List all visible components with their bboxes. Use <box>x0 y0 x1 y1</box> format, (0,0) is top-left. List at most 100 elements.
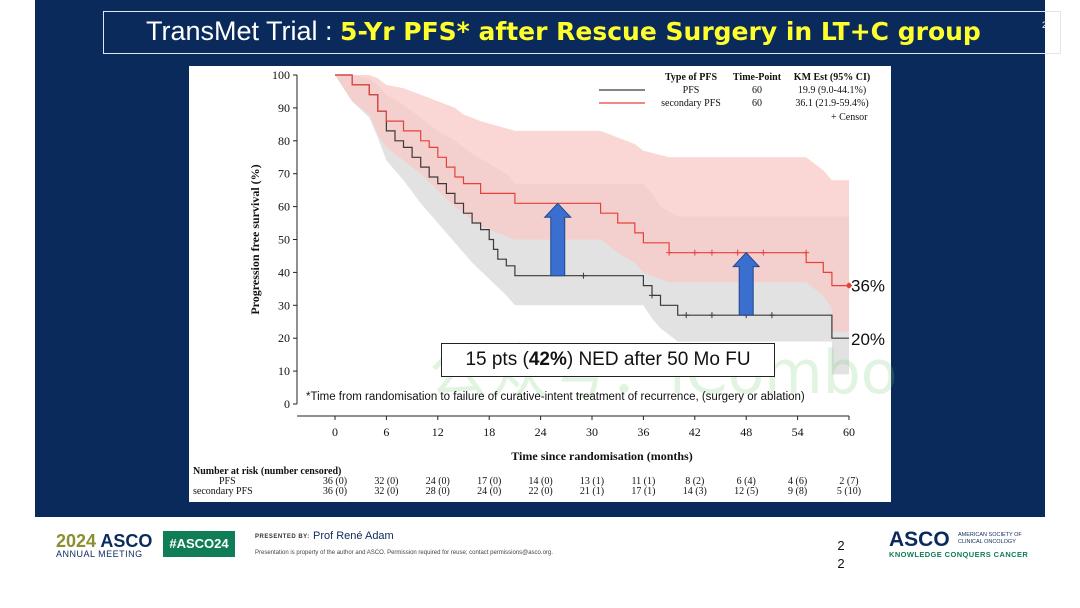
meeting-logo: 2024 ASCO <box>56 531 152 552</box>
secondary-pfs-end-label: 36% <box>851 277 885 296</box>
legend-time-point: 60 <box>752 85 762 96</box>
up-arrow-icon <box>732 251 761 316</box>
society-name: AMERICAN SOCIETY OF CLINICAL ONCOLOGY <box>958 532 1022 545</box>
hashtag-badge: #ASCO24 <box>163 531 235 557</box>
x-tick-label: 36 <box>637 425 649 439</box>
km-chart: 0 10 20 30 40 50 60 70 80 90 100 0 6 12 18 24 30 36 42 48 54… <box>193 68 885 497</box>
risk-table-header: Number at risk (number censored) <box>193 466 341 477</box>
risk-value: 8 (2) <box>685 476 704 487</box>
secondary-pfs-censor-mark <box>760 249 767 256</box>
risk-value: 28 (0) <box>426 486 450 497</box>
footnote: *Time from randomisation to failure of c… <box>306 391 805 403</box>
risk-value: 22 (0) <box>529 486 553 497</box>
asco-logo: ASCO <box>889 528 950 551</box>
x-tick-label: 42 <box>689 425 701 439</box>
risk-value: 6 (4) <box>737 476 756 487</box>
y-tick-label: 0 <box>284 397 290 411</box>
km-chart-panel: 0 10 20 30 40 50 60 70 80 90 100 0 6 12 18 24 30 36 42 48 54… <box>189 66 898 502</box>
risk-value: 13 (1) <box>580 476 604 487</box>
x-tick-label: 18 <box>483 425 495 439</box>
slide-number-top: 22 <box>1041 20 1052 30</box>
x-tick-label: 48 <box>740 425 752 439</box>
y-tick-label: 20 <box>278 331 290 345</box>
ned-text-post: ) NED after 50 Mo FU <box>566 349 751 370</box>
y-tick-label: 30 <box>278 298 290 312</box>
title-prefix: TransMet Trial : <box>146 16 341 46</box>
risk-value: 2 (7) <box>839 476 858 487</box>
risk-value: 36 (0) <box>323 476 347 487</box>
y-tick-label: 40 <box>278 265 290 279</box>
slide-number-footer: 22 <box>837 538 845 571</box>
y-axis-label: Progression free survival (%) <box>248 164 262 314</box>
y-tick-label: 50 <box>278 233 290 247</box>
pfs-censor-mark <box>683 312 690 319</box>
ned-text-pre: 15 pts ( <box>465 349 529 370</box>
legend-header-est: KM Est (95% CI) <box>794 72 870 83</box>
asco-tagline: KNOWLEDGE CONQUERS CANCER <box>889 550 1029 559</box>
x-tick-label: 0 <box>332 425 338 439</box>
footer: 2024 ASCO ANNUAL MEETING #ASCO24 PRESENT… <box>0 517 1080 608</box>
y-tick-label: 10 <box>278 364 290 378</box>
pfs-censor-mark <box>648 292 655 299</box>
meeting-year: 2024 <box>56 531 97 551</box>
up-arrow-icon <box>543 202 572 277</box>
slide-title: TransMet Trial : 5-Yr PFS* after Rescue … <box>146 16 981 47</box>
risk-value: 32 (0) <box>374 476 398 487</box>
x-tick-label: 12 <box>432 425 444 439</box>
ned-percent: 42% <box>528 349 567 370</box>
risk-value: 17 (0) <box>477 476 501 487</box>
x-axis-label: Time since randomisation (months) <box>511 449 692 463</box>
x-tick-label: 30 <box>586 425 598 439</box>
x-tick-label: 54 <box>792 425 804 439</box>
risk-row-label: secondary PFS <box>193 486 253 497</box>
legend-km-est: 19.9 (9.0-44.1%) <box>798 85 866 96</box>
legend-type: secondary PFS <box>661 98 721 109</box>
secondary-pfs-censor-mark <box>734 249 741 256</box>
secondary-pfs-censor-mark <box>803 249 810 256</box>
secondary-pfs-end-dot <box>846 283 852 289</box>
pfs-line <box>335 74 849 339</box>
risk-value: 5 (10) <box>837 486 861 497</box>
risk-value: 11 (1) <box>632 476 656 487</box>
pfs-end-label: 20% <box>851 330 885 349</box>
risk-value: 21 (1) <box>580 486 604 497</box>
risk-value: 4 (6) <box>788 476 807 487</box>
pfs-censor-mark <box>708 312 715 319</box>
x-tick-label: 24 <box>535 425 547 439</box>
legend-censor: + Censor <box>831 112 868 123</box>
risk-value: 17 (1) <box>631 486 655 497</box>
risk-value: 9 (8) <box>788 486 807 497</box>
y-tick-label: 90 <box>278 101 290 115</box>
risk-value: 14 (0) <box>529 476 553 487</box>
risk-value: 14 (3) <box>683 486 707 497</box>
risk-row-label: PFS <box>219 476 236 487</box>
secondary-pfs-censor-mark <box>691 249 698 256</box>
y-tick-label: 60 <box>278 200 290 214</box>
pfs-censor-mark <box>768 312 775 319</box>
y-tick-label: 100 <box>272 68 290 82</box>
meeting-brand: ASCO <box>100 531 153 551</box>
x-tick-label: 6 <box>383 425 389 439</box>
legend-km-est: 36.1 (21.9-59.4%) <box>795 98 868 109</box>
title-box: TransMet Trial : 5-Yr PFS* after Rescue … <box>103 11 1061 54</box>
legend-time-point: 60 <box>752 98 762 109</box>
secondary-pfs-censor-mark <box>666 249 673 256</box>
x-tick-label: 60 <box>843 425 855 439</box>
risk-value: 12 (5) <box>734 486 758 497</box>
risk-value: 24 (0) <box>477 486 501 497</box>
presented-by-label: PRESENTED BY: <box>255 534 310 540</box>
permission-notice: Presentation is property of the author a… <box>255 550 553 556</box>
secondary-pfs-censor-mark <box>708 249 715 256</box>
y-tick-label: 80 <box>278 134 290 148</box>
risk-value: 36 (0) <box>323 486 347 497</box>
y-tick-label: 70 <box>278 167 290 181</box>
legend-type: PFS <box>683 85 700 96</box>
presenter-name: Prof René Adam <box>313 530 394 542</box>
ned-annotation-box: 15 pts (42%) NED after 50 Mo FU <box>441 343 775 377</box>
risk-value: 32 (0) <box>374 486 398 497</box>
risk-value: 24 (0) <box>426 476 450 487</box>
title-highlight: 5-Yr PFS* after Rescue Surgery in LT+C g… <box>340 17 981 46</box>
pfs-censor-mark <box>580 272 587 279</box>
meeting-name: ANNUAL MEETING <box>56 549 143 559</box>
legend-header-time: Time-Point <box>733 72 782 83</box>
